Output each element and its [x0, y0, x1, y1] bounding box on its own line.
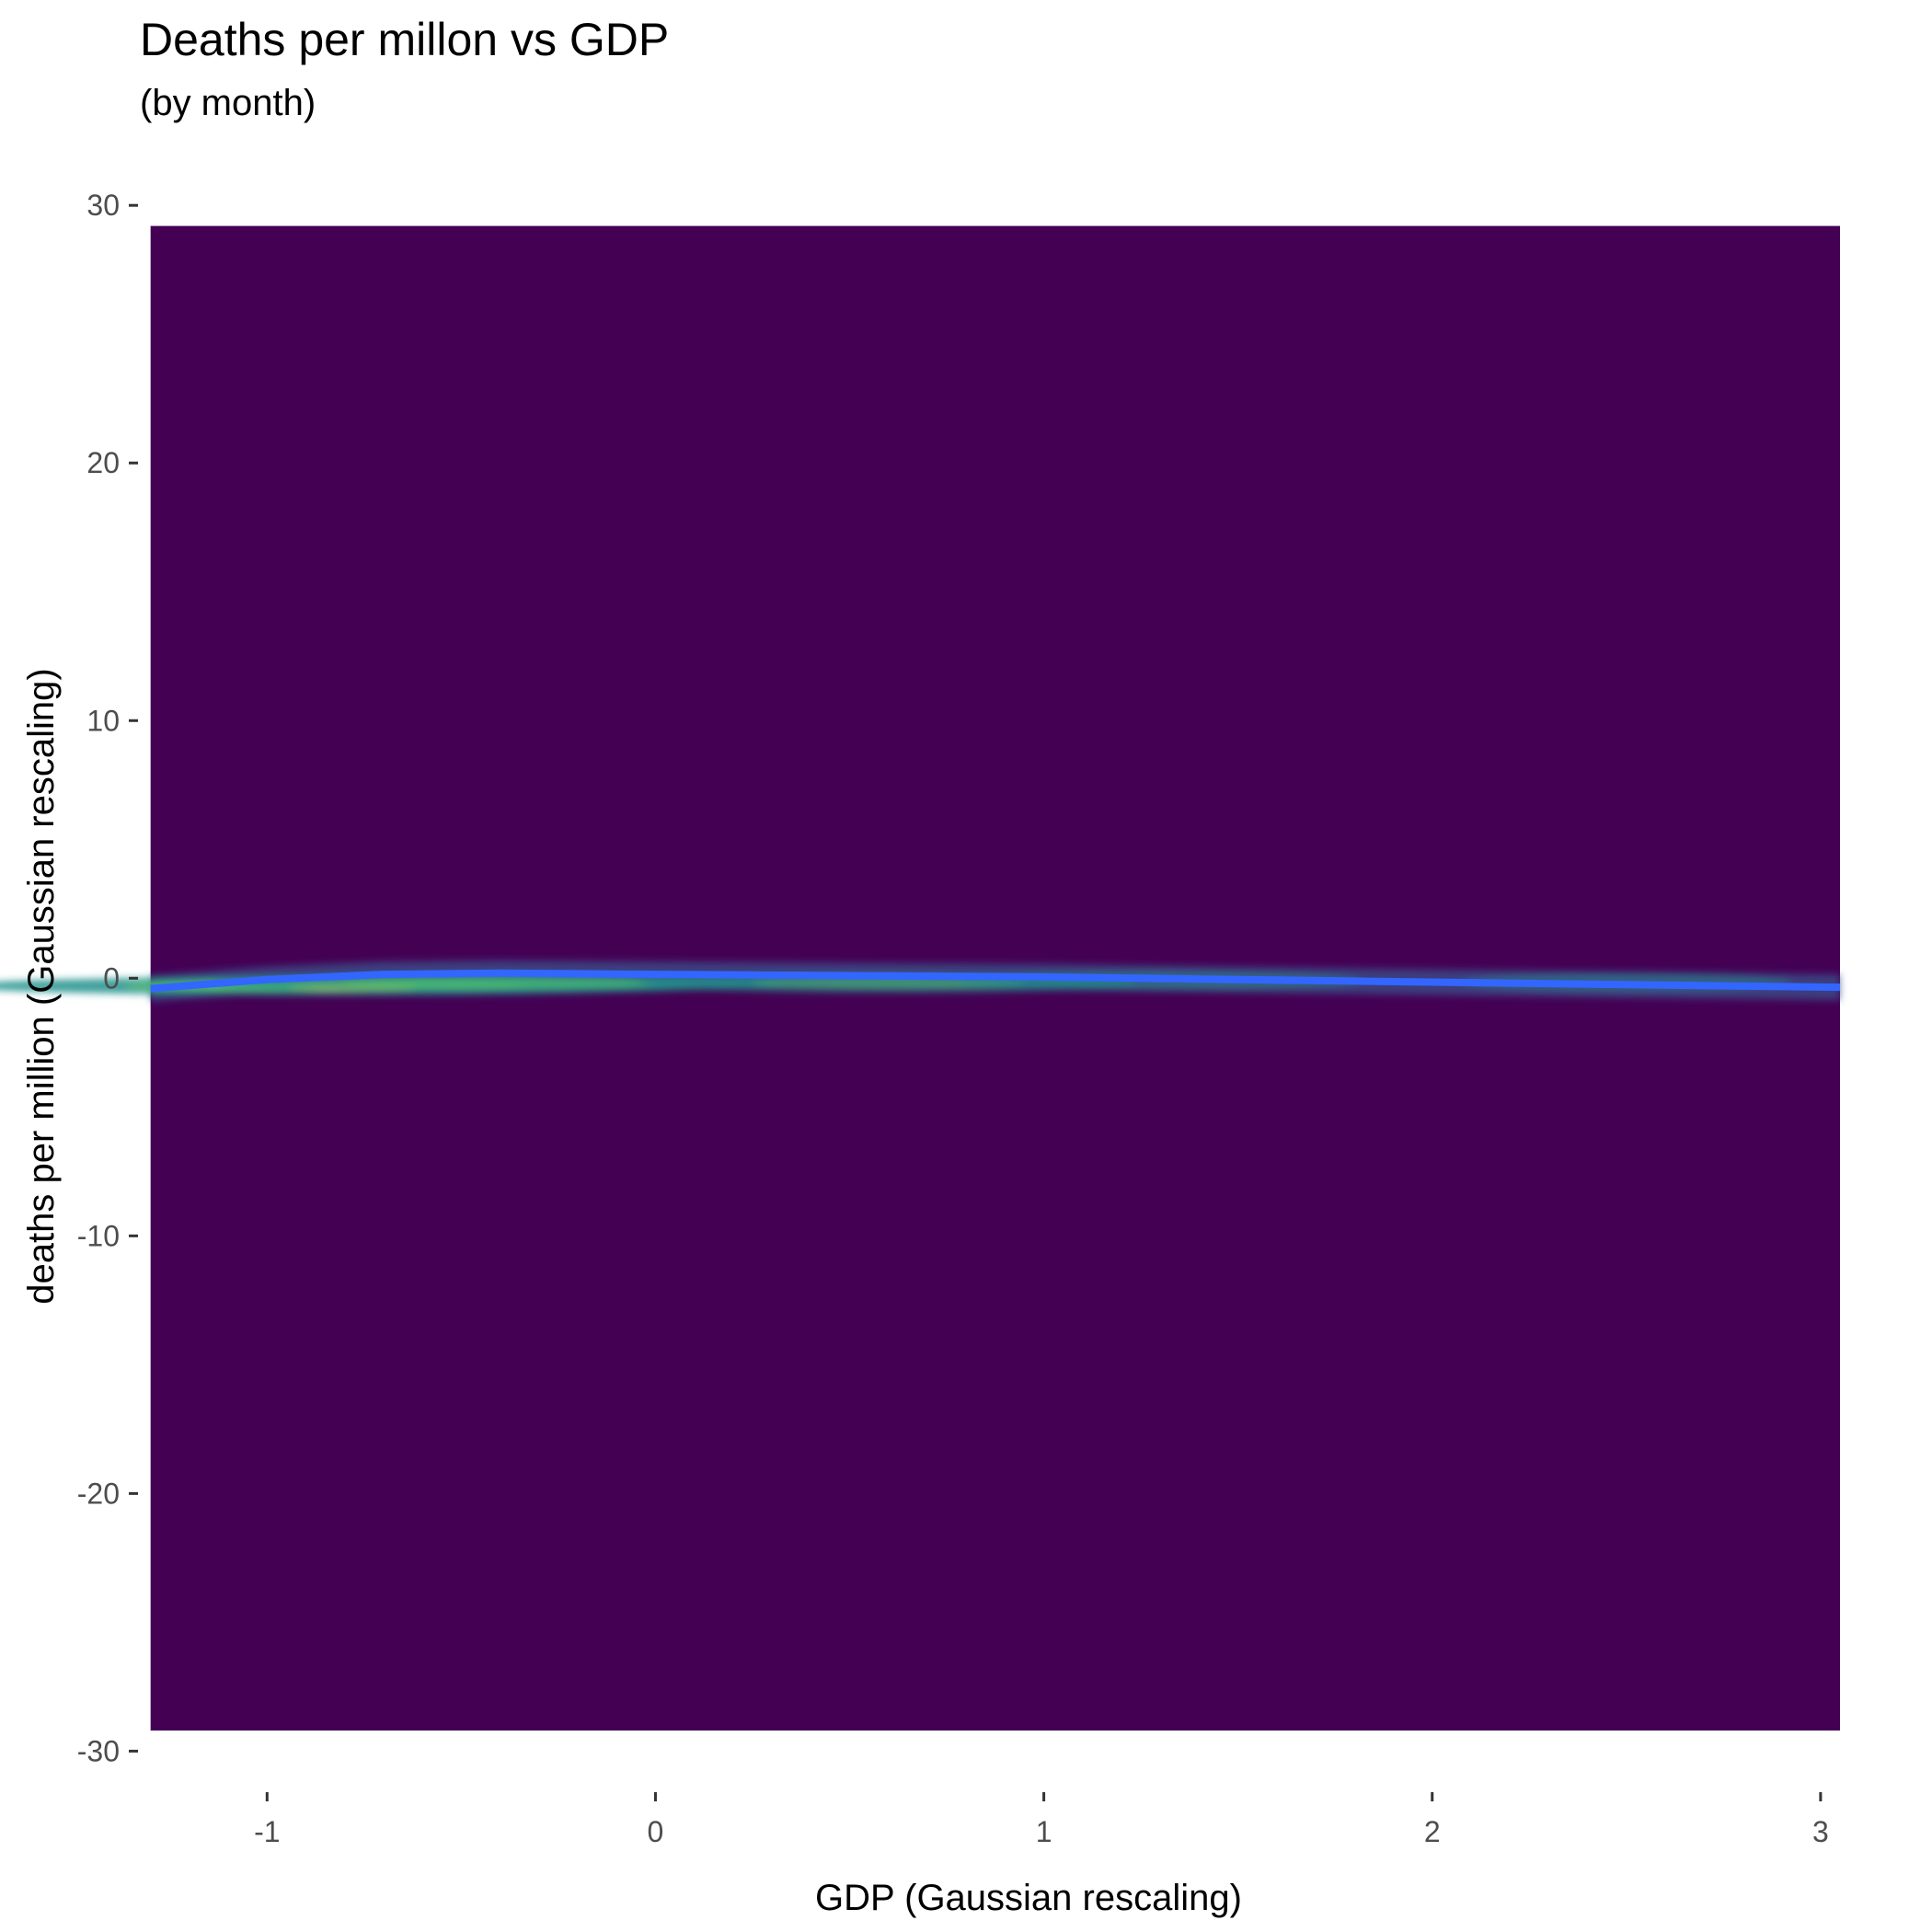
x-tick-label: 2 [1424, 1815, 1441, 1848]
x-tick-label: 3 [1812, 1815, 1829, 1848]
y-tick-label: 10 [86, 704, 120, 737]
x-tick-label: 1 [1036, 1815, 1052, 1848]
chart-subtitle: (by month) [140, 83, 316, 123]
x-axis-title: GDP (Gaussian rescaling) [815, 1878, 1242, 1918]
y-tick-label: 0 [103, 961, 120, 995]
trend-layer [150, 969, 1841, 993]
y-tick-label: 20 [86, 446, 120, 479]
y-tick-label: -10 [77, 1219, 120, 1252]
y-tick-label: 30 [86, 189, 120, 222]
y-tick-label: -30 [77, 1734, 120, 1767]
y-tick-label: -20 [77, 1477, 120, 1510]
x-tick-label: 0 [648, 1815, 664, 1848]
y-axis-title: deaths per million (Gaussian rescaling) [21, 668, 62, 1304]
x-tick-label: -1 [254, 1815, 280, 1848]
chart-title: Deaths per millon vs GDP [140, 14, 670, 65]
x-axis: -1 0 1 2 3 [254, 1792, 1829, 1848]
y-axis: -30 -20 -10 0 10 20 30 [77, 189, 138, 1767]
density-peak-core [752, 977, 1026, 989]
density-peak-core [343, 977, 657, 989]
trend-line [150, 969, 1841, 993]
